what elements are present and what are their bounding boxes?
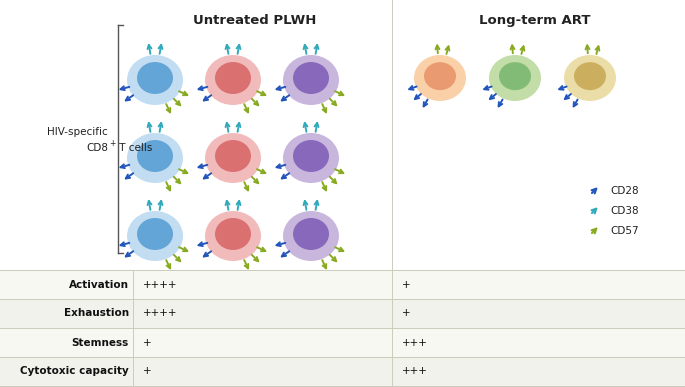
Text: HIV-specific: HIV-specific bbox=[47, 127, 108, 137]
Ellipse shape bbox=[137, 218, 173, 250]
Ellipse shape bbox=[293, 62, 329, 94]
Ellipse shape bbox=[293, 218, 329, 250]
Text: Cytotoxic capacity: Cytotoxic capacity bbox=[21, 366, 129, 377]
Bar bbox=[0, 270, 685, 299]
Ellipse shape bbox=[215, 62, 251, 94]
Text: CD28: CD28 bbox=[610, 186, 638, 196]
Text: +: + bbox=[143, 337, 151, 348]
Ellipse shape bbox=[205, 55, 261, 105]
Ellipse shape bbox=[489, 55, 541, 101]
Ellipse shape bbox=[283, 211, 339, 261]
Ellipse shape bbox=[205, 211, 261, 261]
Ellipse shape bbox=[215, 140, 251, 172]
Ellipse shape bbox=[424, 62, 456, 90]
Bar bbox=[0, 357, 685, 386]
Text: Activation: Activation bbox=[69, 279, 129, 289]
Ellipse shape bbox=[293, 140, 329, 172]
Text: +: + bbox=[402, 308, 410, 319]
Ellipse shape bbox=[137, 62, 173, 94]
Text: +: + bbox=[143, 366, 151, 377]
Ellipse shape bbox=[205, 133, 261, 183]
Ellipse shape bbox=[283, 133, 339, 183]
Text: CD8: CD8 bbox=[86, 143, 108, 153]
Text: CD57: CD57 bbox=[610, 226, 638, 236]
Text: ++++: ++++ bbox=[143, 308, 177, 319]
Text: +: + bbox=[109, 139, 115, 149]
Bar bbox=[0, 328, 685, 357]
Text: +: + bbox=[402, 279, 410, 289]
Ellipse shape bbox=[127, 211, 183, 261]
Text: +++: +++ bbox=[402, 337, 428, 348]
Text: Stemness: Stemness bbox=[72, 337, 129, 348]
Ellipse shape bbox=[127, 133, 183, 183]
Ellipse shape bbox=[215, 218, 251, 250]
Text: T cells: T cells bbox=[116, 143, 152, 153]
Text: CD38: CD38 bbox=[610, 206, 638, 216]
Ellipse shape bbox=[137, 140, 173, 172]
Ellipse shape bbox=[127, 55, 183, 105]
Text: Exhaustion: Exhaustion bbox=[64, 308, 129, 319]
Text: +++: +++ bbox=[402, 366, 428, 377]
Text: ++++: ++++ bbox=[143, 279, 177, 289]
Ellipse shape bbox=[499, 62, 531, 90]
Ellipse shape bbox=[283, 55, 339, 105]
Ellipse shape bbox=[414, 55, 466, 101]
Ellipse shape bbox=[574, 62, 606, 90]
Text: Untreated PLWH: Untreated PLWH bbox=[193, 14, 316, 27]
Bar bbox=[0, 299, 685, 328]
Text: Long-term ART: Long-term ART bbox=[479, 14, 590, 27]
Ellipse shape bbox=[564, 55, 616, 101]
